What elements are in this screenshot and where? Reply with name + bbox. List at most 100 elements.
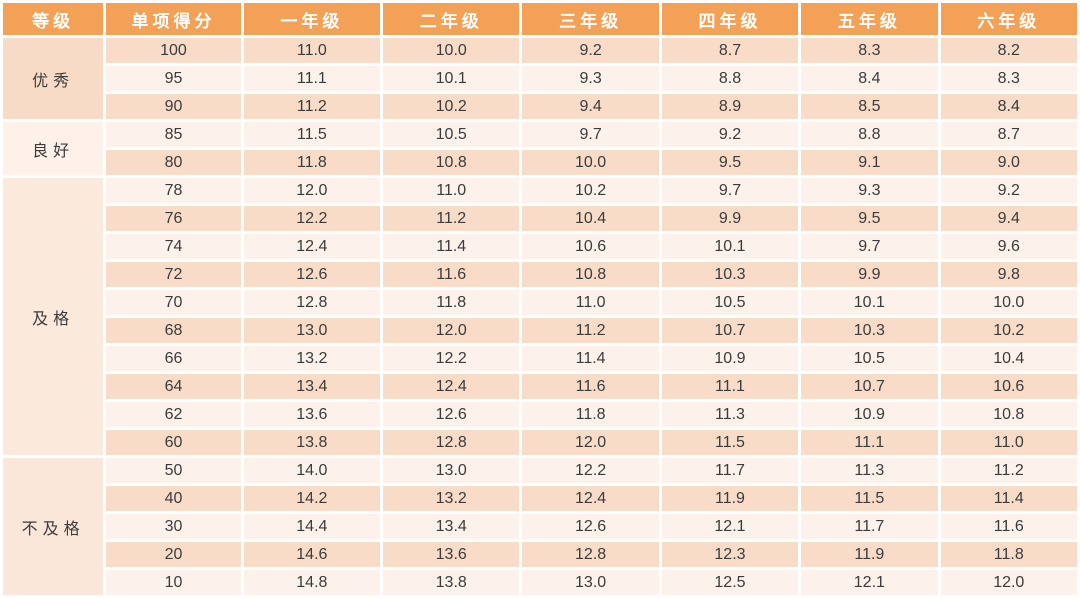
- value-cell: 11.6: [522, 374, 659, 399]
- value-cell: 13.4: [383, 514, 520, 539]
- value-cell: 10.6: [522, 234, 659, 259]
- value-cell: 11.6: [940, 514, 1077, 539]
- table-row: 90 11.2 10.2 9.4 8.9 8.5 8.4: [3, 94, 1077, 119]
- table-row: 66 13.2 12.2 11.4 10.9 10.5 10.4: [3, 346, 1077, 371]
- table-row: 64 13.4 12.4 11.6 11.1 10.7 10.6: [3, 374, 1077, 399]
- value-cell: 11.0: [522, 290, 659, 315]
- table-row: 68 13.0 12.0 11.2 10.7 10.3 10.2: [3, 318, 1077, 343]
- value-cell: 8.3: [801, 38, 938, 63]
- value-cell: 9.1: [801, 150, 938, 175]
- value-cell: 13.4: [243, 374, 381, 399]
- value-cell: 12.4: [522, 486, 659, 511]
- value-cell: 10.9: [661, 346, 799, 371]
- value-cell: 12.3: [661, 542, 799, 567]
- grade-group-cell: 良好: [3, 122, 104, 175]
- value-cell: 10.0: [383, 38, 520, 63]
- value-cell: 11.7: [801, 514, 938, 539]
- value-cell: 10.2: [522, 178, 659, 203]
- value-cell: 11.0: [243, 38, 381, 63]
- value-cell: 12.2: [383, 346, 520, 371]
- value-cell: 11.9: [661, 486, 799, 511]
- table-row: 95 11.1 10.1 9.3 8.8 8.4 8.3: [3, 66, 1077, 91]
- table-row: 72 12.6 11.6 10.8 10.3 9.9 9.8: [3, 262, 1077, 287]
- value-cell: 9.3: [801, 178, 938, 203]
- value-cell: 13.0: [243, 318, 381, 343]
- column-header-6: 五年级: [801, 3, 938, 35]
- value-cell: 12.4: [243, 234, 381, 259]
- value-cell: 10.0: [522, 150, 659, 175]
- value-cell: 9.7: [661, 178, 799, 203]
- value-cell: 9.3: [522, 66, 659, 91]
- value-cell: 9.6: [940, 234, 1077, 259]
- value-cell: 11.2: [940, 458, 1077, 483]
- value-cell: 14.2: [243, 486, 381, 511]
- value-cell: 11.9: [801, 542, 938, 567]
- value-cell: 10.2: [940, 318, 1077, 343]
- value-cell: 11.4: [522, 346, 659, 371]
- value-cell: 14.8: [243, 570, 381, 595]
- value-cell: 11.8: [522, 402, 659, 427]
- value-cell: 12.1: [661, 514, 799, 539]
- value-cell: 13.8: [243, 430, 381, 455]
- value-cell: 11.8: [940, 542, 1077, 567]
- value-cell: 12.5: [661, 570, 799, 595]
- value-cell: 11.3: [661, 402, 799, 427]
- value-cell: 10.1: [801, 290, 938, 315]
- value-cell: 10.7: [661, 318, 799, 343]
- value-cell: 9.5: [801, 206, 938, 231]
- value-cell: 10.5: [661, 290, 799, 315]
- value-cell: 9.9: [801, 262, 938, 287]
- score-cell: 50: [106, 458, 241, 483]
- value-cell: 8.7: [661, 38, 799, 63]
- value-cell: 11.7: [661, 458, 799, 483]
- value-cell: 11.5: [243, 122, 381, 147]
- value-cell: 8.7: [940, 122, 1077, 147]
- value-cell: 12.0: [940, 570, 1077, 595]
- value-cell: 11.8: [243, 150, 381, 175]
- value-cell: 13.2: [243, 346, 381, 371]
- value-cell: 12.8: [522, 542, 659, 567]
- value-cell: 12.6: [383, 402, 520, 427]
- value-cell: 11.2: [522, 318, 659, 343]
- value-cell: 8.8: [801, 122, 938, 147]
- value-cell: 9.5: [661, 150, 799, 175]
- value-cell: 12.8: [243, 290, 381, 315]
- value-cell: 10.3: [661, 262, 799, 287]
- value-cell: 11.4: [940, 486, 1077, 511]
- value-cell: 9.4: [522, 94, 659, 119]
- value-cell: 12.6: [243, 262, 381, 287]
- value-cell: 11.1: [243, 66, 381, 91]
- score-cell: 78: [106, 178, 241, 203]
- value-cell: 11.1: [661, 374, 799, 399]
- table-row: 74 12.4 11.4 10.6 10.1 9.7 9.6: [3, 234, 1077, 259]
- value-cell: 9.2: [661, 122, 799, 147]
- table-row: 良好 85 11.5 10.5 9.7 9.2 8.8 8.7: [3, 122, 1077, 175]
- table-row: 60 13.8 12.8 12.0 11.5 11.1 11.0: [3, 430, 1077, 455]
- score-cell: 80: [106, 150, 241, 175]
- value-cell: 8.9: [661, 94, 799, 119]
- value-cell: 9.9: [661, 206, 799, 231]
- value-cell: 10.8: [522, 262, 659, 287]
- value-cell: 12.2: [522, 458, 659, 483]
- table-row: 76 12.2 11.2 10.4 9.9 9.5 9.4: [3, 206, 1077, 231]
- score-cell: 40: [106, 486, 241, 511]
- value-cell: 10.9: [801, 402, 938, 427]
- value-cell: 10.5: [383, 122, 520, 147]
- value-cell: 11.4: [383, 234, 520, 259]
- value-cell: 12.8: [383, 430, 520, 455]
- value-cell: 11.2: [243, 94, 381, 119]
- value-cell: 10.4: [522, 206, 659, 231]
- score-cell: 90: [106, 94, 241, 119]
- score-cell: 100: [106, 38, 241, 63]
- score-cell: 20: [106, 542, 241, 567]
- value-cell: 9.4: [940, 206, 1077, 231]
- grade-group-cell: 不及格: [3, 458, 104, 595]
- value-cell: 11.1: [801, 430, 938, 455]
- table-row: 80 11.8 10.8 10.0 9.5 9.1 9.0: [3, 150, 1077, 175]
- value-cell: 9.2: [522, 38, 659, 63]
- value-cell: 10.4: [940, 346, 1077, 371]
- value-cell: 11.2: [383, 206, 520, 231]
- table-row: 不及格 50 14.0 13.0 12.2 11.7 11.3 11.2: [3, 458, 1077, 595]
- column-header-1: 单项得分: [106, 3, 241, 35]
- header-row: 等级 单项得分 一年级 二年级 三年级 四年级 五年级 六年级: [3, 3, 1077, 35]
